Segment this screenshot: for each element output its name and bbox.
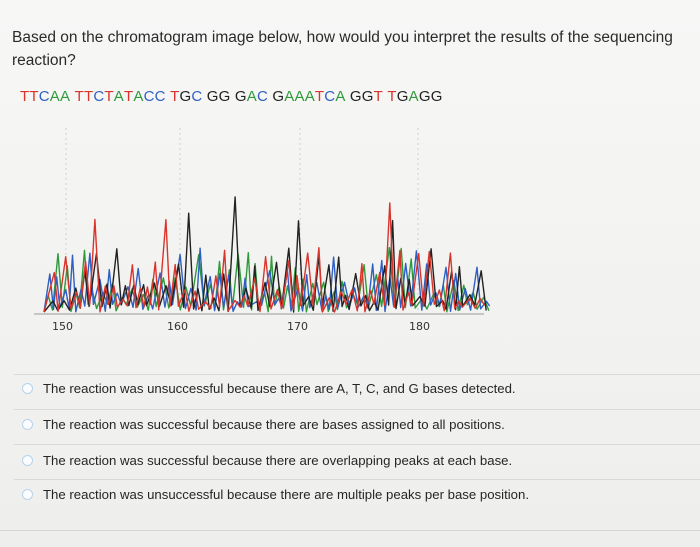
- base-letter: T: [387, 88, 397, 105]
- option-divider: [14, 444, 700, 445]
- option-label: The reaction was successful because ther…: [43, 452, 513, 468]
- trace-T: [43, 202, 486, 313]
- bottom-divider: [0, 530, 700, 531]
- axis-tick-label: 170: [287, 320, 308, 333]
- answer-option-2[interactable]: The reaction was successful because ther…: [22, 413, 505, 435]
- answer-option-3[interactable]: The reaction was successful because ther…: [22, 449, 512, 471]
- option-divider: [14, 409, 700, 410]
- option-divider: [14, 479, 700, 480]
- base-letter: C: [256, 88, 268, 105]
- trace-G: [43, 196, 487, 313]
- answer-option-4[interactable]: The reaction was unsuccessful because th…: [22, 483, 529, 505]
- base-letter: G: [179, 88, 192, 105]
- base-letter: G: [396, 88, 409, 105]
- axis-tick-label: 150: [52, 320, 73, 333]
- base-letter: T: [29, 88, 39, 105]
- axis-tick-label: 180: [409, 320, 430, 333]
- base-letter: A: [133, 88, 144, 105]
- base-letter: T: [104, 88, 114, 105]
- base-letter: A: [60, 88, 71, 105]
- base-letter: A: [304, 88, 315, 105]
- base-letter: A: [294, 88, 305, 105]
- base-letter: A: [335, 88, 346, 105]
- answer-option-1[interactable]: The reaction was unsuccessful because th…: [22, 377, 516, 399]
- option-label: The reaction was unsuccessful because th…: [43, 486, 530, 502]
- base-letter: G: [361, 88, 374, 105]
- base-letter: T: [314, 88, 325, 105]
- base-letter: C: [93, 88, 105, 105]
- base-letter: G: [430, 88, 443, 105]
- base-letter: T: [373, 88, 384, 105]
- base-letter: T: [124, 88, 134, 105]
- base-letter: C: [154, 88, 166, 105]
- base-letter: T: [83, 88, 94, 105]
- option-label: The reaction was unsuccessful because th…: [43, 380, 516, 396]
- chromatogram-image: 150 160 170 180: [34, 128, 491, 333]
- axis-tick-label: 160: [167, 320, 188, 333]
- base-letter: C: [38, 88, 50, 105]
- base-letter: A: [49, 88, 61, 105]
- base-letter: G: [234, 88, 247, 105]
- option-label: The reaction was successful because ther…: [43, 416, 505, 432]
- base-letter: G: [349, 88, 362, 105]
- base-letter: T: [74, 88, 84, 105]
- base-letter: A: [284, 88, 295, 105]
- base-call-sequence: TTCAA TTCTATACC TGC GG GAC GAAATCA GGT T…: [20, 88, 443, 105]
- base-letter: A: [246, 88, 257, 105]
- base-letter: C: [143, 88, 155, 105]
- radio-button[interactable]: [22, 382, 33, 394]
- base-letter: C: [324, 88, 336, 105]
- base-letter: G: [272, 88, 285, 105]
- radio-button[interactable]: [22, 418, 33, 430]
- base-letter: A: [113, 88, 124, 105]
- base-letter: T: [170, 88, 180, 105]
- base-letter: C: [191, 88, 203, 105]
- option-divider: [14, 374, 700, 375]
- base-letter: T: [20, 88, 30, 105]
- radio-button[interactable]: [22, 488, 33, 500]
- base-letter: G: [206, 88, 219, 105]
- base-letter: G: [418, 88, 431, 105]
- base-letter: A: [408, 88, 419, 105]
- radio-button[interactable]: [22, 454, 33, 466]
- question-text: Based on the chromatogram image below, h…: [12, 29, 673, 69]
- base-letter: G: [218, 88, 231, 105]
